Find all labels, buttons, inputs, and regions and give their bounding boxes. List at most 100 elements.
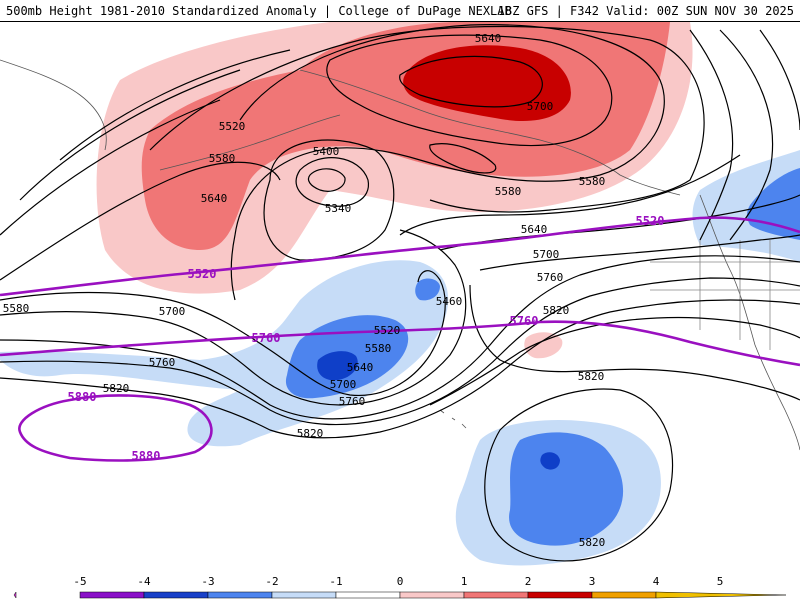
highlight-label: 5520 xyxy=(188,267,217,281)
contour-label: 5580 xyxy=(209,152,236,165)
height-contours xyxy=(0,24,800,562)
colorbar-cell xyxy=(207,591,273,599)
colorbar-tick-label: -4 xyxy=(137,575,151,588)
highlight-contours xyxy=(0,216,800,462)
contour-label: 5520 xyxy=(219,120,246,133)
russia-coast xyxy=(0,59,107,151)
contour-line xyxy=(399,154,741,236)
contour-line xyxy=(0,299,800,439)
contour-label: 5580 xyxy=(495,185,522,198)
alaska-coastline xyxy=(299,69,681,196)
highlight-label: 5880 xyxy=(132,449,161,463)
contour-label: 5400 xyxy=(313,145,340,158)
contour-line xyxy=(0,229,467,406)
highlight-contour-5760 xyxy=(0,320,800,367)
header-bar: 500mb Height 1981-2010 Standardized Anom… xyxy=(0,0,800,22)
colorbar-extend-high xyxy=(655,591,787,599)
positive-anomaly-shading xyxy=(96,22,693,359)
negative-anomaly-3 xyxy=(415,278,440,301)
highlight-label-layer: 5520 5520 5760 5760 5880 5880 xyxy=(68,214,665,463)
colorbar-tick-label: 3 xyxy=(589,575,596,588)
colorbar-extend-low xyxy=(13,591,17,599)
contour-label: 5580 xyxy=(579,175,606,188)
contour-line xyxy=(0,161,281,281)
contour-label: 5820 xyxy=(578,370,605,383)
aleutian-chain xyxy=(159,114,341,171)
contour-label: 5460 xyxy=(436,295,463,308)
contour-line xyxy=(326,34,613,147)
contour-label: 5700 xyxy=(527,100,554,113)
state-borders xyxy=(650,240,800,350)
colorbar-cell xyxy=(271,591,337,599)
contour-label: 5520 xyxy=(374,324,401,337)
colorbar-tick-label: -3 xyxy=(201,575,214,588)
colorbar-tick-label: -5 xyxy=(73,575,86,588)
colorbar-tick-label: 1 xyxy=(461,575,468,588)
contour-line xyxy=(479,234,800,271)
colorbar-cell xyxy=(399,591,465,599)
contour-line xyxy=(19,69,241,201)
contour-label: 5340 xyxy=(325,202,352,215)
anomaly-map: 5640 5700 5520 5580 5640 5400 5340 5580 … xyxy=(0,22,800,572)
contour-line xyxy=(399,55,543,108)
contour-line xyxy=(295,157,370,207)
contour-label: 5700 xyxy=(533,248,560,261)
highlight-contour-5880 xyxy=(18,394,213,462)
colorbar-cell xyxy=(335,591,401,599)
contour-label: 5640 xyxy=(521,223,548,236)
contour-label: 5820 xyxy=(103,382,130,395)
contour-label: 5700 xyxy=(330,378,357,391)
contour-label: 5760 xyxy=(537,271,564,284)
contour-label: 5640 xyxy=(475,32,502,45)
colorbar-tick-label: 4 xyxy=(653,575,660,588)
contour-line xyxy=(484,388,674,562)
colorbar-cell xyxy=(463,591,529,599)
contour-line xyxy=(263,139,395,261)
contour-line xyxy=(230,24,665,301)
colorbar-tick-label: 2 xyxy=(525,575,532,588)
colorbar-cell xyxy=(591,591,657,599)
contour-line xyxy=(0,255,800,420)
contour-label: 5760 xyxy=(339,395,366,408)
colorbar-cell xyxy=(527,591,593,599)
colorbar-tick-label: 0 xyxy=(397,575,404,588)
negative-anomaly-6 xyxy=(509,432,624,546)
contour-label: 5760 xyxy=(149,356,176,369)
highlight-contour-5520 xyxy=(0,216,800,297)
coastlines xyxy=(0,59,800,451)
colorbar-tick-label: 5 xyxy=(717,575,724,588)
highlight-label: 5520 xyxy=(636,214,665,228)
contour-label: 5820 xyxy=(297,427,324,440)
negative-anomaly-7 xyxy=(540,452,560,470)
contour-label-layer: 5640 5700 5520 5580 5640 5400 5340 5580 … xyxy=(3,32,606,549)
colorbar: -5 -4 -3 -2 -1 0 1 2 3 4 5 xyxy=(13,575,787,599)
contour-label: 5700 xyxy=(159,305,186,318)
contour-label: 5820 xyxy=(579,536,606,549)
colorbar-cell xyxy=(143,591,209,599)
contour-line xyxy=(149,25,705,213)
colorbar-cells xyxy=(13,591,787,599)
negative-anomaly-4 xyxy=(317,351,358,381)
north-america-coast xyxy=(699,194,800,451)
contour-label: 5820 xyxy=(543,304,570,317)
negative-anomaly-1 xyxy=(0,260,449,447)
contour-line xyxy=(59,49,291,161)
highlight-label: 5880 xyxy=(68,390,97,404)
contour-line xyxy=(307,168,346,192)
contour-line xyxy=(429,316,800,406)
contour-line xyxy=(0,277,800,426)
colorbar-cell xyxy=(79,591,145,599)
highlight-label: 5760 xyxy=(510,314,539,328)
contour-line xyxy=(469,284,800,401)
colorbar-tick-label: -2 xyxy=(265,575,278,588)
product-title: 500mb Height 1981-2010 Standardized Anom… xyxy=(6,4,512,18)
valid-time-title: 18Z GFS | F342 Valid: 00Z SUN NOV 30 202… xyxy=(497,4,794,18)
negative-anomaly-shading xyxy=(0,150,800,566)
contour-label: 5580 xyxy=(3,302,30,315)
colorbar-ticks: -5 -4 -3 -2 -1 0 1 2 3 4 5 xyxy=(73,575,723,588)
colorbar-tick-label: -1 xyxy=(329,575,342,588)
contour-label: 5640 xyxy=(201,192,228,205)
contour-label: 5580 xyxy=(365,342,392,355)
highlight-label: 5760 xyxy=(252,331,281,345)
